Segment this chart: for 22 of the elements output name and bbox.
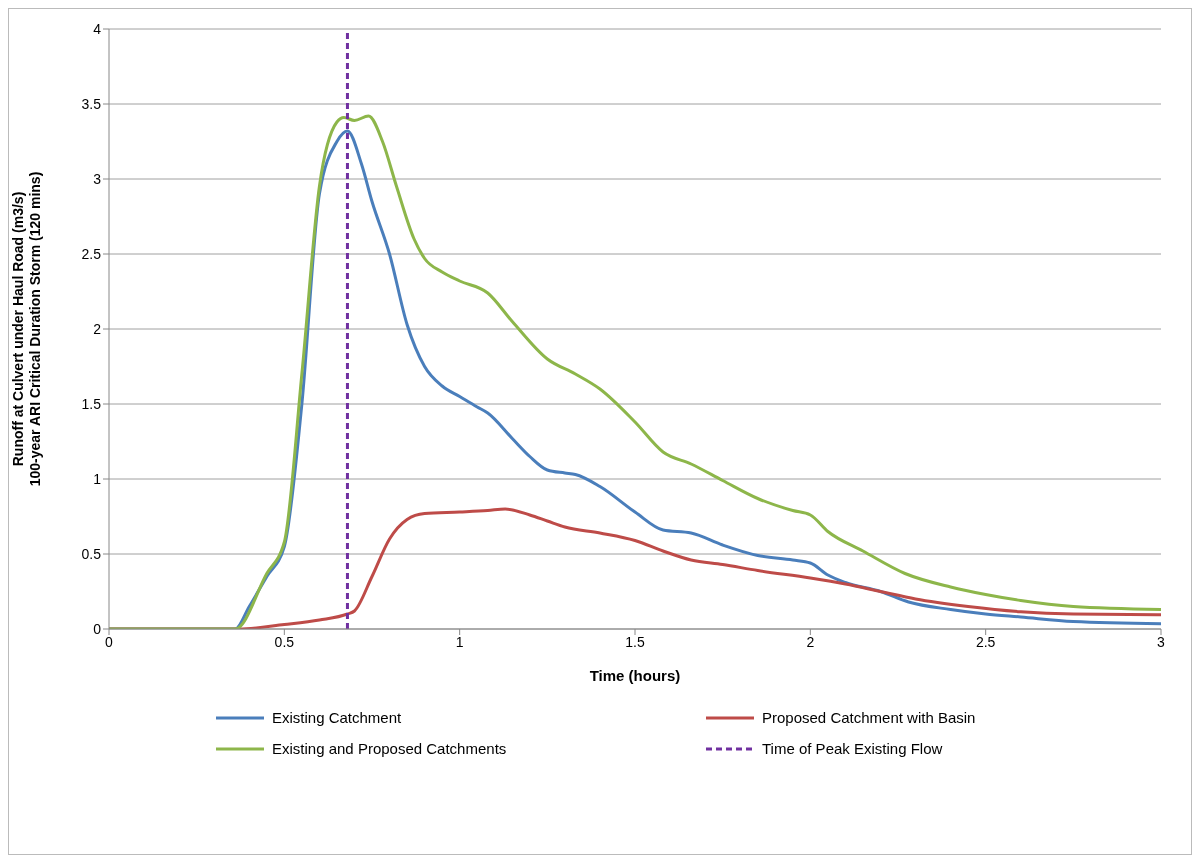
- legend-label: Existing Catchment: [272, 709, 402, 726]
- y-axis-title: Runoff at Culvert under Haul Road (m3/s) 100-year ARI Critical Duration Storm (120 mins): [10, 171, 43, 487]
- y-tick-label: 0.5: [81, 545, 102, 562]
- legend-label: Proposed Catchment with Basin: [762, 709, 976, 726]
- y-tick-label: 2: [93, 320, 102, 337]
- x-axis-title: Time (hours): [589, 667, 681, 684]
- y-tick-label: 3.5: [81, 95, 102, 112]
- x-tick-label: 2.5: [975, 633, 996, 650]
- x-tick-label: 1.5: [625, 633, 645, 650]
- y-tick-label: 2.5: [81, 245, 102, 262]
- y-tick-label: 3: [93, 170, 102, 187]
- y-tick-label: 1.5: [81, 395, 102, 412]
- x-tick-label: 0: [105, 633, 114, 650]
- legend-label: Time of Peak Existing Flow: [762, 740, 943, 757]
- y-tick-label: 0: [93, 620, 102, 637]
- y-tick-label: 1: [93, 470, 102, 487]
- y-tick-label: 4: [93, 20, 102, 37]
- x-tick-label: 3: [1157, 633, 1166, 650]
- legend-label: Existing and Proposed Catchments: [272, 740, 507, 757]
- x-tick-label: 1: [455, 633, 464, 650]
- x-tick-label: 2: [806, 633, 815, 650]
- x-tick-label: 0.5: [274, 633, 295, 650]
